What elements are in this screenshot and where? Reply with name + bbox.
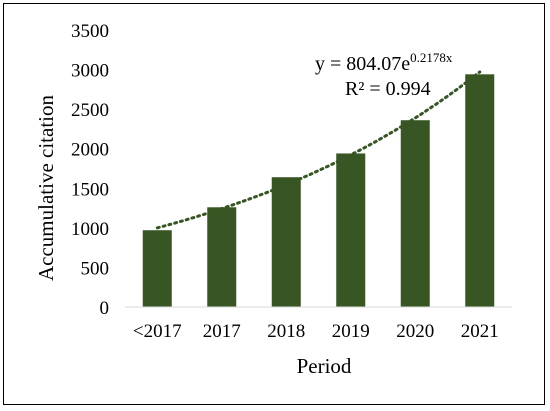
bar: [400, 120, 430, 307]
x-tick-label: 2017: [203, 321, 241, 342]
trendline-equation: y = 804.07e0.2178x: [315, 50, 453, 75]
y-tick-label: 2500: [71, 100, 109, 121]
y-tick-label: 3000: [71, 61, 109, 82]
y-tick-label: 1500: [71, 179, 109, 200]
bar: [336, 153, 366, 307]
y-tick-label: 500: [81, 258, 110, 279]
trendline-equation-base: y = 804.07e: [315, 53, 410, 75]
bar: [271, 177, 301, 307]
x-tick-label: 2021: [461, 321, 499, 342]
y-tick-label: 3500: [71, 21, 109, 42]
x-tick-label: 2019: [332, 321, 370, 342]
x-axis-title: Period: [297, 354, 352, 378]
y-axis-title: Accumulative citation: [34, 94, 58, 281]
trendline-equation-exponent: 0.2178x: [410, 50, 453, 65]
exponential-trendline: [155, 70, 482, 230]
bar: [142, 230, 172, 307]
x-tick-label: 2020: [396, 321, 434, 342]
bar: [207, 207, 237, 307]
bars: [142, 74, 495, 307]
x-tick-label: <2017: [133, 321, 182, 342]
bar: [465, 74, 495, 307]
trendline-r-squared: R² = 0.994: [345, 78, 431, 100]
x-tick-label: 2018: [267, 321, 305, 342]
y-tick-label: 1000: [71, 219, 109, 240]
y-tick-label: 0: [100, 298, 110, 319]
x-tick-labels: <2017 2017 2018 2019 2020 2021: [133, 321, 499, 342]
y-tick-label: 2000: [71, 140, 109, 161]
y-tick-labels: 0 500 1000 1500 2000 2500 3000 3500: [71, 21, 109, 319]
